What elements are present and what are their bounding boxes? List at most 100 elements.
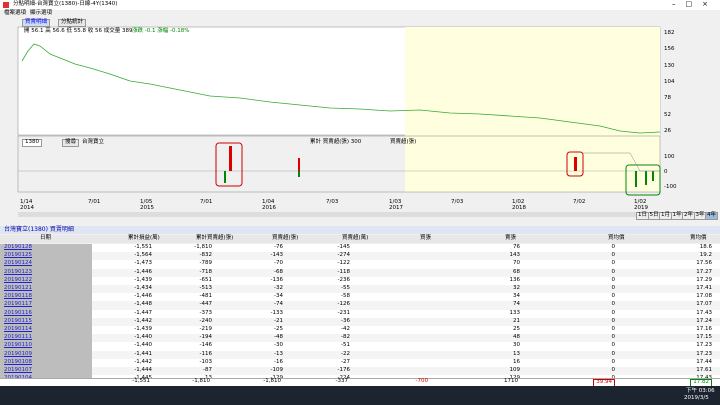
search-button[interactable]: 搜尋 xyxy=(62,139,80,147)
table-cell: -70 xyxy=(274,260,283,267)
table-cell: 70 xyxy=(513,260,520,267)
table-cell: -32 xyxy=(274,285,283,291)
table-cell: -481 xyxy=(199,293,212,300)
date-link[interactable]: 20190128 xyxy=(4,244,32,250)
table-cell: 0 xyxy=(611,334,616,341)
table-cell: -1,439 xyxy=(134,326,152,332)
x-tick-label: 1/04 2016 xyxy=(262,199,276,211)
date-link[interactable]: 20190123 xyxy=(4,268,32,275)
date-link[interactable]: 20190110 xyxy=(4,342,32,349)
date-link[interactable]: 20190122 xyxy=(4,276,32,283)
table-cell: 0 xyxy=(611,358,616,365)
x-tick-label: 7/03 xyxy=(451,199,464,205)
table-cell: 0 xyxy=(611,260,616,267)
date-cell-bg xyxy=(0,367,92,376)
legend-item: 累計 買賣超(張) 300 xyxy=(310,139,362,145)
table-cell: -1,441 xyxy=(134,350,152,357)
column-header: 買均價 xyxy=(608,235,625,241)
table-cell: 13 xyxy=(513,350,520,357)
table-cell: -74 xyxy=(274,301,283,308)
volume-bar xyxy=(229,146,232,171)
range-button[interactable]: 4年 xyxy=(705,212,718,220)
table-cell: -145 xyxy=(337,244,350,250)
volume-tick-label: 100 xyxy=(664,154,675,160)
clock-time: 下午 03:06 xyxy=(686,388,715,394)
table-cell: -48 xyxy=(274,334,283,341)
volume-bar xyxy=(298,171,300,177)
table-cell: 17.07 xyxy=(696,301,712,308)
table-cell: 21 xyxy=(513,317,520,324)
table-cell: 0 xyxy=(611,301,616,308)
window-controls[interactable]: –□× xyxy=(672,0,718,8)
table-cell: 0 xyxy=(611,367,616,373)
table-cell: -236 xyxy=(337,276,350,283)
date-link[interactable]: 20190114 xyxy=(4,326,32,332)
table-cell: -109 xyxy=(270,367,283,373)
table-cell: -1,473 xyxy=(134,260,152,267)
table-cell: 17.44 xyxy=(696,358,712,365)
price-tick-label: 182 xyxy=(664,30,675,36)
date-link[interactable]: 20190111 xyxy=(4,334,32,341)
table-cell: -1,446 xyxy=(134,293,152,300)
table-cell: -21 xyxy=(274,317,283,324)
title-bar xyxy=(0,0,720,10)
date-cell-bg xyxy=(0,334,92,343)
menu-item[interactable]: 檔案選項 xyxy=(4,10,27,16)
date-link[interactable]: 20190107 xyxy=(4,367,32,373)
tab[interactable]: 買賣明細 xyxy=(22,19,51,27)
table-cell: -143 xyxy=(270,252,283,259)
table-cell: -122 xyxy=(337,260,350,267)
date-link[interactable]: 20190124 xyxy=(4,260,32,267)
table-cell: 0 xyxy=(611,276,616,283)
date-cell-bg xyxy=(0,301,92,310)
tab[interactable]: 分點統計 xyxy=(58,19,87,27)
table-cell: -718 xyxy=(199,268,212,275)
menu-item[interactable]: 顯示選項 xyxy=(30,10,53,16)
table-cell: -51 xyxy=(341,342,350,349)
table-cell: -133 xyxy=(270,309,283,316)
date-cell-bg xyxy=(0,260,92,269)
column-header: 累計買賣超(張) xyxy=(196,235,234,241)
taskbar xyxy=(0,386,720,405)
highlight-box xyxy=(215,142,243,187)
date-link[interactable]: 20190108 xyxy=(4,358,32,365)
table-cell: 17.61 xyxy=(696,367,712,373)
date-cell-bg xyxy=(0,326,92,335)
table-cell: -176 xyxy=(337,367,350,373)
date-link[interactable]: 20190121 xyxy=(4,285,32,291)
price-tick-label: 78 xyxy=(664,95,671,102)
price-tick-label: 26 xyxy=(664,127,671,134)
date-cell-bg xyxy=(0,252,92,261)
footer-cell: -1,551 xyxy=(132,378,150,384)
date-link[interactable]: 20190115 xyxy=(4,317,32,324)
column-header: 日期 xyxy=(40,235,52,241)
column-header: 買賣超(萬) xyxy=(342,235,369,241)
price-tick-label: 52 xyxy=(664,111,671,118)
price-info: 開 56.1 高 56.6 低 55.8 收 56 成交量 389 xyxy=(24,28,133,34)
x-tick-label: 1/05 2015 xyxy=(140,199,154,211)
code-input[interactable]: 1380 xyxy=(22,139,42,147)
volume-panel xyxy=(17,135,661,193)
table-cell: -447 xyxy=(199,301,212,308)
x-tick-label: 1/03 2017 xyxy=(389,199,403,211)
table-cell: 0 xyxy=(611,293,616,300)
date-link[interactable]: 20190109 xyxy=(4,350,32,357)
column-header: 買張 xyxy=(420,235,432,241)
table-cell: 34 xyxy=(513,293,520,300)
table-cell: 48 xyxy=(513,334,520,341)
table-cell: 17.24 xyxy=(696,317,712,324)
table-cell: 0 xyxy=(611,252,616,259)
date-link[interactable]: 20190118 xyxy=(4,293,32,300)
table-cell: -1,439 xyxy=(134,276,152,283)
date-link[interactable]: 20190117 xyxy=(4,301,32,308)
date-link[interactable]: 20190116 xyxy=(4,309,32,316)
table-cell: -194 xyxy=(199,334,212,341)
x-tick-label: 1/14 2014 xyxy=(20,199,34,211)
scrollbar[interactable] xyxy=(18,212,660,217)
date-link[interactable]: 20190125 xyxy=(4,252,32,259)
table-cell: 109 xyxy=(509,367,521,373)
footer-cell: 1710 xyxy=(504,378,518,384)
volume-bar xyxy=(652,171,654,181)
legend-item: 買賣超(張) xyxy=(390,139,417,145)
table-cell: -87 xyxy=(203,367,212,373)
